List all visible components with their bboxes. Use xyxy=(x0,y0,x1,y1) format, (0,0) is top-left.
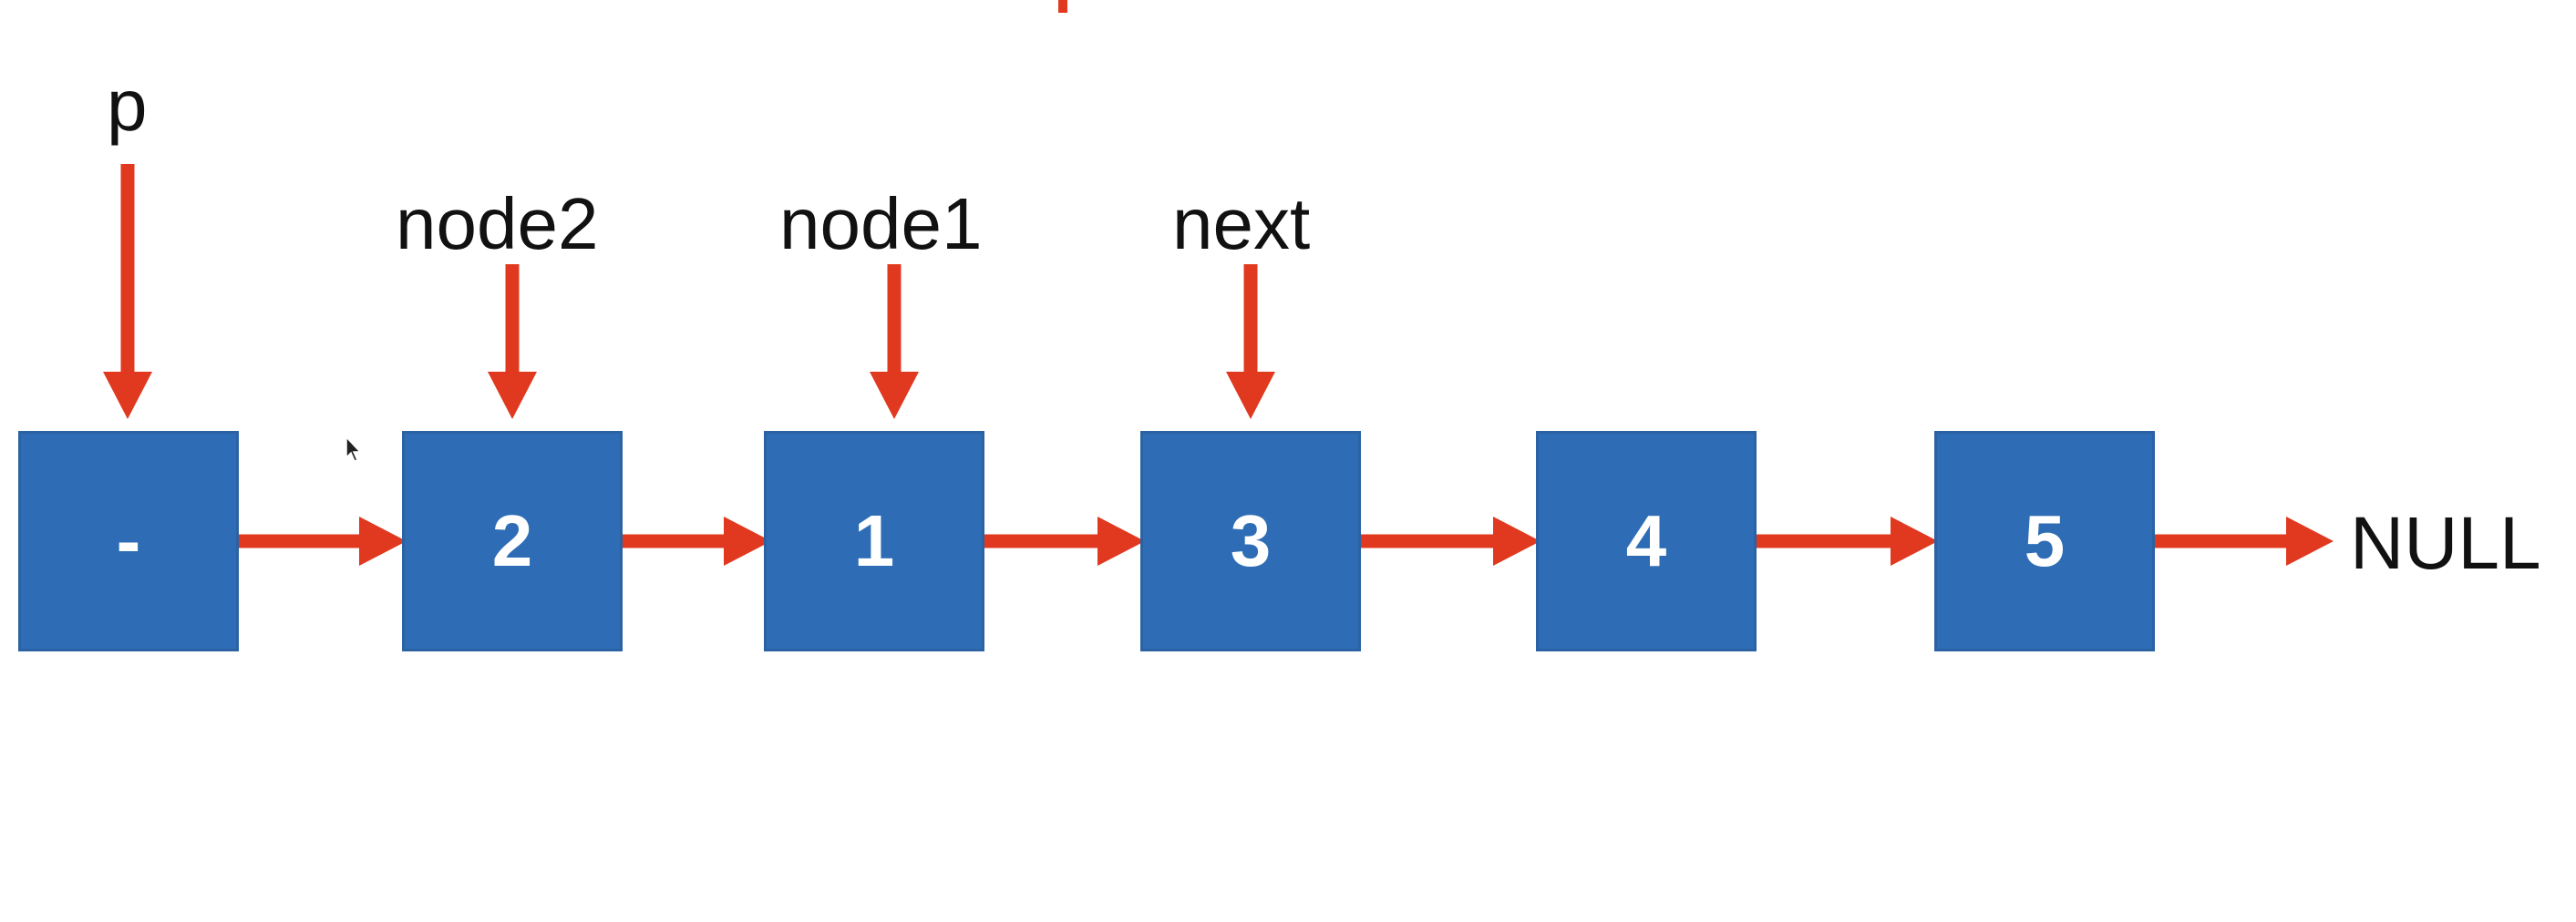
list-node-head: - xyxy=(18,431,239,651)
list-node: 2 xyxy=(402,431,623,651)
node-value: 4 xyxy=(1625,500,1667,581)
link-arrow-0-1 xyxy=(239,517,407,566)
top-edge-mark xyxy=(1058,0,1067,13)
pointer-label-node2: node2 xyxy=(396,183,599,264)
mouse-pointer-icon xyxy=(345,435,362,462)
node-value: 3 xyxy=(1230,500,1272,581)
pointer-label-next: next xyxy=(1172,183,1311,264)
list-node: 1 xyxy=(764,431,984,651)
pointer-label-node1: node1 xyxy=(779,183,983,264)
pointer-arrow-p xyxy=(103,164,152,419)
list-node: 3 xyxy=(1140,431,1361,651)
pointer-arrow-node1 xyxy=(870,264,919,419)
node-value: 2 xyxy=(491,500,533,581)
pointer-arrow-node2 xyxy=(488,264,537,419)
pointer-label-p: p xyxy=(107,65,148,146)
node-value: 1 xyxy=(853,500,895,581)
node-value: - xyxy=(116,500,141,581)
list-node: 5 xyxy=(1934,431,2155,651)
node-value: 5 xyxy=(2024,500,2066,581)
pointer-arrow-next xyxy=(1226,264,1275,419)
null-terminal-label: NULL xyxy=(2350,502,2541,585)
list-node: 4 xyxy=(1536,431,1757,651)
